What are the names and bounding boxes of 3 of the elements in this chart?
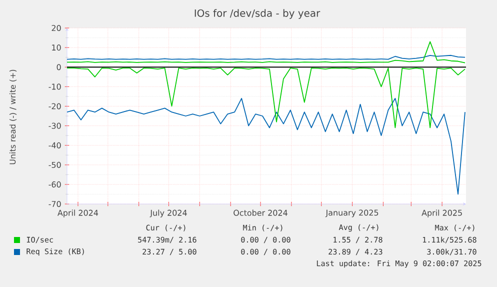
- chart-title: IOs for /dev/sda - by year: [194, 9, 320, 19]
- line-series: [67, 68, 466, 128]
- line-series: [67, 98, 466, 195]
